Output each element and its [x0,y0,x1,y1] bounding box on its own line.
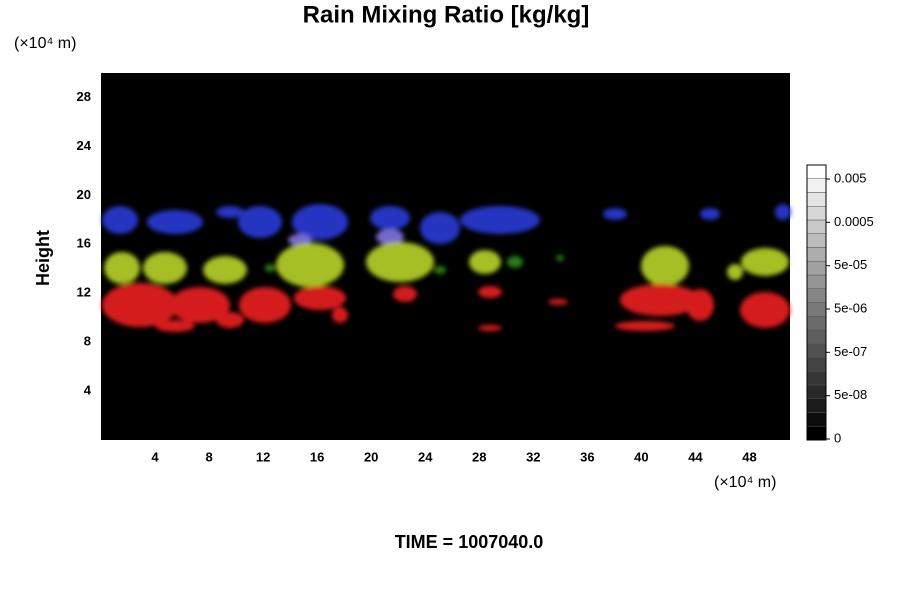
x-tick-label: 40 [634,449,648,464]
colorbar-band [806,329,827,344]
plot-area [101,73,790,440]
y-tick-label: 16 [77,236,91,251]
colorbar-tick-label: 0 [834,430,841,445]
x-tick-label: 48 [742,449,756,464]
x-tick-label: 16 [310,449,324,464]
colorbar-tick-label: 0.005 [834,170,867,185]
colorbar-band [806,219,827,234]
x-unit: (×10⁴ m) [714,474,776,491]
colorbar-tick-label: 5e-06 [834,300,867,315]
y-tick-label: 12 [77,285,91,300]
y-tick-label: 24 [77,138,92,153]
colorbar-band [806,288,827,303]
colorbar-band [806,426,827,441]
colorbar-band [806,371,827,386]
colorbar-band [806,357,827,372]
colorbar-band [806,343,827,358]
x-tick-label: 4 [151,449,159,464]
x-tick-label: 44 [688,449,703,464]
y-tick-label: 28 [77,89,91,104]
colorbar-frame [806,164,827,441]
colorbar-tick-label: 5e-08 [834,387,867,402]
y-tick-label: 20 [77,187,91,202]
colorbar-tick-label: 5e-07 [834,344,867,359]
y-tick-label: 8 [84,334,91,349]
colorbar-band [806,316,827,331]
field-render [102,204,791,332]
colorbar: 0 5e-08 5e-07 5e-06 5e-05 0.0005 0.005 [806,164,874,445]
colorbar-band [806,247,827,262]
x-tick-label: 20 [364,449,378,464]
colorbar-band [806,178,827,193]
footer-time: TIME = 1007040.0 [395,532,544,552]
y-axis-label: Height [33,230,53,286]
x-tick-label: 12 [256,449,270,464]
colorbar-band [806,384,827,399]
colorbar-band [806,164,827,179]
x-tick-label: 36 [580,449,594,464]
colorbar-tick-label: 5e-05 [834,257,867,272]
chart-title: Rain Mixing Ratio [kg/kg] [303,1,590,28]
colorbar-band [806,274,827,289]
colorbar-band [806,192,827,207]
x-tick-label: 32 [526,449,540,464]
colorbar-band [806,398,827,413]
y-tick-label: 4 [84,383,92,398]
x-tick-label: 8 [205,449,212,464]
colorbar-band [806,261,827,276]
colorbar-band [806,206,827,221]
colorbar-band [806,302,827,317]
colorbar-band [806,233,827,248]
colorbar-band [806,412,827,427]
colorbar-tick-label: 0.0005 [834,214,874,229]
x-tick-label: 28 [472,449,486,464]
y-unit: (×10⁴ m) [14,35,76,52]
x-tick-label: 24 [418,449,433,464]
